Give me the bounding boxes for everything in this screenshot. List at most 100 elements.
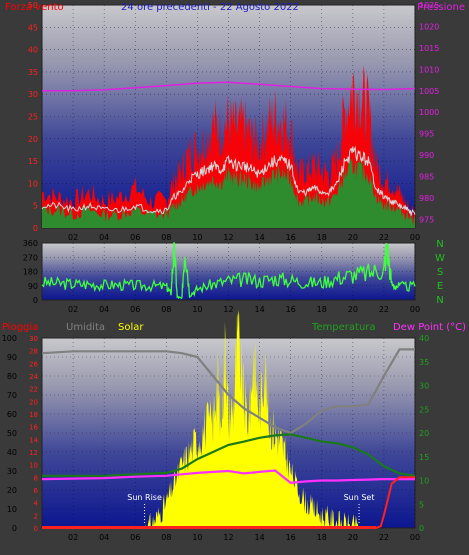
humidity-y-tick: 90 — [7, 353, 17, 362]
rain-axis-label: Pioggia — [2, 322, 38, 333]
wind-y-tick: 5 — [33, 202, 38, 211]
rain-y-tick: 22 — [29, 386, 38, 394]
direction-x-tick: 20 — [348, 305, 358, 314]
pressure-y-tick: 995 — [419, 130, 434, 139]
direction-x-tick: 08 — [161, 305, 171, 314]
direction-compass-label: E — [437, 281, 443, 292]
direction-x-tick: 04 — [99, 305, 109, 314]
wind-y-tick: 35 — [28, 68, 38, 77]
solar-x-tick: 00 — [410, 533, 420, 542]
temperature-y-tick: 30 — [419, 382, 429, 391]
solar-x-tick: 12 — [223, 533, 233, 542]
temperature-y-tick: 25 — [419, 405, 429, 414]
solar-x-tick: 04 — [99, 533, 109, 542]
direction-x-tick: 12 — [223, 305, 233, 314]
direction-x-tick: 14 — [254, 305, 264, 314]
humidity-y-tick: 100 — [2, 334, 17, 343]
humidity-y-tick: 20 — [7, 486, 17, 495]
humidity-label: Umidita — [66, 322, 105, 333]
direction-compass-label: N — [436, 239, 443, 250]
rain-y-tick: 14 — [29, 436, 38, 444]
dewpoint-axis-label: Dew Point (°C) — [393, 322, 466, 333]
solar-label: Solar — [118, 322, 144, 333]
rain-y-tick: 24 — [29, 373, 38, 381]
temperature-line — [42, 433, 416, 477]
pressure-y-tick: 1000 — [419, 108, 439, 117]
wind-axis-label: Forza vento — [5, 2, 64, 13]
direction-x-tick: 18 — [317, 305, 327, 314]
wind-y-tick: 20 — [28, 135, 38, 144]
direction-x-tick: 10 — [192, 305, 202, 314]
solar-x-tick: 18 — [317, 533, 327, 542]
direction-y-tick: 180 — [23, 268, 38, 277]
wind-x-tick: 06 — [130, 233, 140, 242]
wind-x-tick: 18 — [317, 233, 327, 242]
pressure-y-tick: 980 — [419, 194, 434, 203]
temperature-y-tick: 20 — [419, 429, 429, 438]
sunset-label: Sun Set — [344, 493, 375, 502]
humidity-y-tick: 80 — [7, 372, 17, 381]
wind-x-tick: 00 — [410, 233, 420, 242]
direction-x-tick: 16 — [286, 305, 296, 314]
wind-x-tick: 16 — [286, 233, 296, 242]
humidity-y-tick: 50 — [7, 429, 17, 438]
pressure-y-tick: 1010 — [419, 65, 439, 74]
temperature-y-tick: 15 — [419, 453, 429, 462]
humidity-y-tick: 70 — [7, 391, 17, 400]
temperature-y-tick: 0 — [419, 524, 424, 533]
wind-x-tick: 10 — [192, 233, 202, 242]
humidity-line — [41, 348, 415, 435]
temperature-y-tick: 35 — [419, 358, 429, 367]
rain-y-tick: 12 — [29, 449, 38, 457]
wind-x-tick: 04 — [99, 233, 109, 242]
humidity-y-tick: 60 — [7, 410, 17, 419]
wind-speed-area — [42, 157, 415, 228]
direction-y-tick: 360 — [23, 239, 38, 248]
pressure-y-tick: 1015 — [419, 44, 439, 53]
humidity-y-tick: 0 — [12, 524, 17, 533]
wind-average-line — [41, 145, 416, 216]
pressure-y-tick: 1005 — [419, 87, 439, 96]
direction-compass-label: S — [437, 267, 443, 278]
rain-y-tick: 20 — [29, 398, 38, 406]
humidity-y-tick: 30 — [7, 467, 17, 476]
solar-x-tick: 02 — [68, 533, 78, 542]
wind-direction-line — [41, 242, 416, 300]
temperature-y-tick: 10 — [419, 477, 429, 486]
sunrise-label: Sun Rise — [127, 493, 162, 502]
rain-y-tick: 8 — [34, 474, 38, 482]
direction-x-tick: 00 — [410, 305, 420, 314]
wind-y-tick: 15 — [28, 157, 38, 166]
solar-x-tick: 08 — [161, 533, 171, 542]
solar-x-tick: 10 — [192, 533, 202, 542]
solar-x-tick: 14 — [254, 533, 264, 542]
rain-y-tick: 4 — [34, 500, 39, 508]
temperature-y-tick: 5 — [419, 500, 424, 509]
rain-y-tick: 28 — [29, 348, 38, 356]
direction-compass-label: N — [436, 295, 443, 306]
solar-x-tick: 22 — [379, 533, 389, 542]
temperature-label: Temperatura — [311, 322, 376, 333]
temperature-y-tick: 40 — [419, 334, 429, 343]
solar-x-tick: 06 — [130, 533, 140, 542]
wind-x-tick: 08 — [161, 233, 171, 242]
wind-x-tick: 12 — [223, 233, 233, 242]
direction-y-tick: 270 — [23, 253, 38, 262]
wind-x-tick: 22 — [379, 233, 389, 242]
rain-y-tick: 26 — [29, 360, 38, 368]
wind-y-tick: 30 — [28, 90, 38, 99]
rain-y-tick: 18 — [29, 411, 38, 419]
direction-x-tick: 06 — [130, 305, 140, 314]
wind-y-tick: 45 — [28, 23, 38, 32]
pressure-line — [42, 81, 416, 92]
direction-x-tick: 02 — [68, 305, 78, 314]
pressure-y-tick: 1025 — [419, 1, 439, 10]
rain-y-tick: 16 — [29, 424, 38, 432]
wind-y-tick: 10 — [28, 179, 38, 188]
wind-y-tick: 0 — [33, 224, 38, 233]
wind-gust-area — [42, 64, 415, 229]
wind-x-tick: 02 — [68, 233, 78, 242]
direction-y-tick: 90 — [28, 282, 38, 291]
